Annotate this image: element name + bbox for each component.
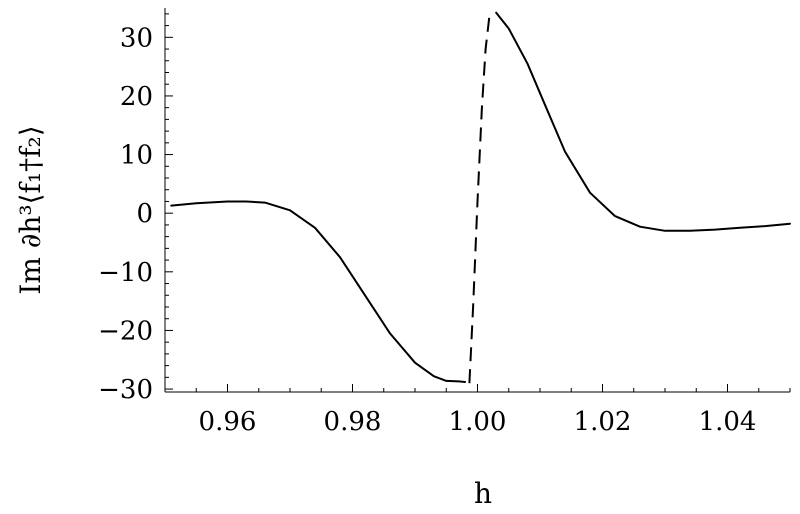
tick-labels: 0.96 0.98 1.00 1.02 1.04 −30 −20 −10 0 10 20 30 bbox=[98, 23, 756, 437]
series-line-solid-2 bbox=[495, 11, 791, 232]
y-tick-label: 20 bbox=[120, 82, 153, 112]
y-tick-label: −20 bbox=[98, 316, 153, 346]
y-axis-label: Im ∂h³⟨f₁†f₂⟩ bbox=[14, 125, 47, 294]
y-tick-label: −30 bbox=[98, 375, 153, 405]
x-tick-label: 0.98 bbox=[324, 407, 382, 437]
ticks bbox=[164, 13, 791, 392]
y-tick-label: 10 bbox=[120, 141, 153, 171]
x-tick-label: 0.96 bbox=[199, 407, 257, 437]
y-tick-label: 0 bbox=[136, 199, 153, 229]
y-tick-label: 30 bbox=[120, 23, 153, 53]
y-tick-label: −10 bbox=[98, 258, 153, 288]
series-line-solid-0 bbox=[170, 200, 466, 383]
x-tick-label: 1.02 bbox=[574, 407, 632, 437]
series-group bbox=[170, 10, 791, 384]
x-tick-label: 1.04 bbox=[699, 407, 757, 437]
x-axis-label: h bbox=[474, 477, 492, 510]
series-line-dashed-1 bbox=[468, 10, 491, 384]
x-tick-label: 1.00 bbox=[449, 407, 507, 437]
